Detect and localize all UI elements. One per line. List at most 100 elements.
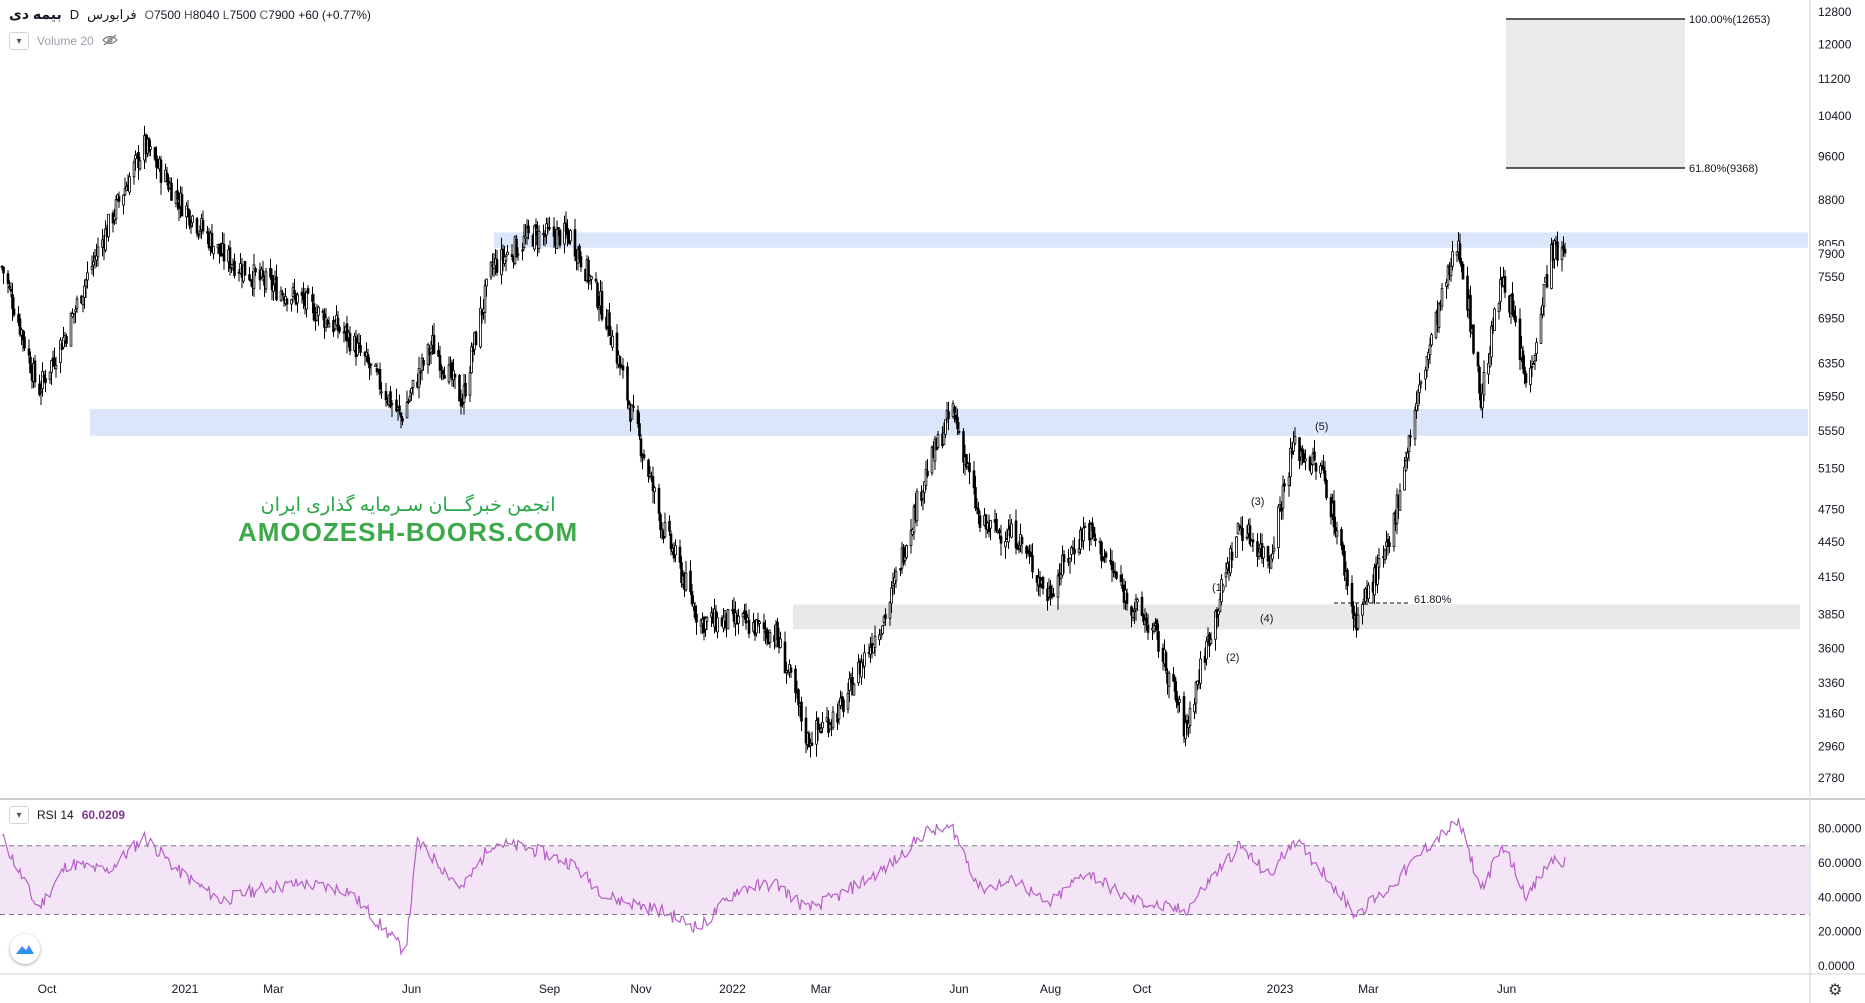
candle [1335, 521, 1339, 545]
candle [816, 716, 820, 742]
candle [92, 251, 95, 277]
candle [1560, 241, 1564, 272]
candle [1488, 345, 1492, 368]
candle [1241, 516, 1244, 551]
candle [312, 293, 316, 322]
price-tick-label: 6950 [1818, 311, 1845, 325]
chevron-down-icon[interactable]: ▾ [9, 806, 29, 824]
price-tick-label: 7550 [1818, 270, 1845, 284]
candle [1175, 681, 1178, 709]
candle [18, 313, 22, 337]
candle [165, 166, 169, 186]
candle [1332, 490, 1336, 536]
candle [815, 711, 818, 757]
candle [326, 318, 329, 328]
candle [1196, 680, 1199, 691]
candle [1416, 389, 1420, 412]
candle [684, 560, 688, 592]
gear-icon[interactable]: ⚙ [1828, 982, 1843, 999]
candle [12, 297, 16, 318]
candle [848, 671, 851, 703]
open-value: 7500 [153, 7, 181, 22]
candle [989, 519, 992, 541]
interval-label[interactable]: D [69, 7, 80, 22]
candle [846, 682, 850, 714]
candle [1220, 574, 1223, 606]
candle [1217, 608, 1220, 627]
candle [1428, 337, 1432, 365]
candle [1455, 251, 1459, 263]
zone-fib-zone [793, 604, 1800, 630]
price-tick-label: 4750 [1818, 502, 1845, 516]
candle [888, 600, 892, 626]
candle [630, 403, 634, 420]
candle [1010, 518, 1013, 539]
candle [663, 512, 667, 540]
candle [315, 304, 319, 322]
candle [837, 700, 841, 725]
chevron-down-icon[interactable]: ▾ [9, 32, 29, 50]
candle [1446, 264, 1450, 289]
candle [1094, 533, 1097, 547]
candle [75, 295, 79, 314]
candle [756, 612, 760, 627]
symbol-legend: بیمه دی D فرابورس O7500 H8040 L7500 C790… [9, 6, 371, 23]
candle [180, 186, 184, 217]
candle [1185, 713, 1189, 736]
last-price-label: 7900 [1818, 247, 1845, 261]
symbol-name[interactable]: بیمه دی [9, 6, 62, 22]
candle [48, 371, 52, 384]
candle [104, 220, 107, 253]
candle [1478, 365, 1481, 401]
candle [722, 608, 725, 633]
candle [755, 618, 758, 637]
candle [1532, 361, 1535, 365]
candle [953, 405, 956, 423]
candle [1155, 618, 1159, 640]
candle [6, 270, 10, 294]
candle [653, 485, 656, 505]
candle [176, 178, 179, 211]
eye-hidden-icon[interactable] [101, 34, 118, 49]
candle [1056, 569, 1060, 610]
candle [1152, 621, 1156, 634]
candle [489, 260, 493, 281]
candle [1449, 258, 1453, 282]
candle [1395, 488, 1399, 535]
candle [122, 194, 125, 215]
candle [588, 274, 592, 285]
candle [1239, 516, 1243, 536]
candle [648, 466, 652, 480]
candle [998, 527, 1001, 540]
candle [768, 629, 772, 649]
candle [44, 369, 47, 393]
close-value: 7900 [268, 7, 295, 22]
candle [1115, 571, 1118, 580]
candle [1482, 360, 1486, 402]
candle [1461, 261, 1465, 280]
time-tick-label: Oct [38, 982, 57, 996]
candle [942, 422, 946, 446]
candle [138, 156, 142, 171]
candle [33, 355, 37, 388]
candle [558, 228, 562, 249]
candle [53, 347, 56, 370]
candle [557, 227, 560, 237]
candle [317, 305, 320, 326]
candle [342, 322, 346, 343]
candle [651, 466, 655, 504]
candle [285, 297, 289, 312]
candle [357, 333, 361, 349]
candle [626, 362, 629, 409]
candle [410, 387, 413, 401]
candle [1493, 307, 1496, 331]
candle [1430, 332, 1433, 348]
candle [1503, 269, 1507, 299]
tradingview-logo-icon[interactable] [10, 934, 40, 964]
candle [1119, 565, 1123, 586]
candle [1292, 431, 1295, 455]
candle [1014, 509, 1018, 555]
candle [1437, 302, 1441, 333]
candle [1451, 240, 1454, 271]
